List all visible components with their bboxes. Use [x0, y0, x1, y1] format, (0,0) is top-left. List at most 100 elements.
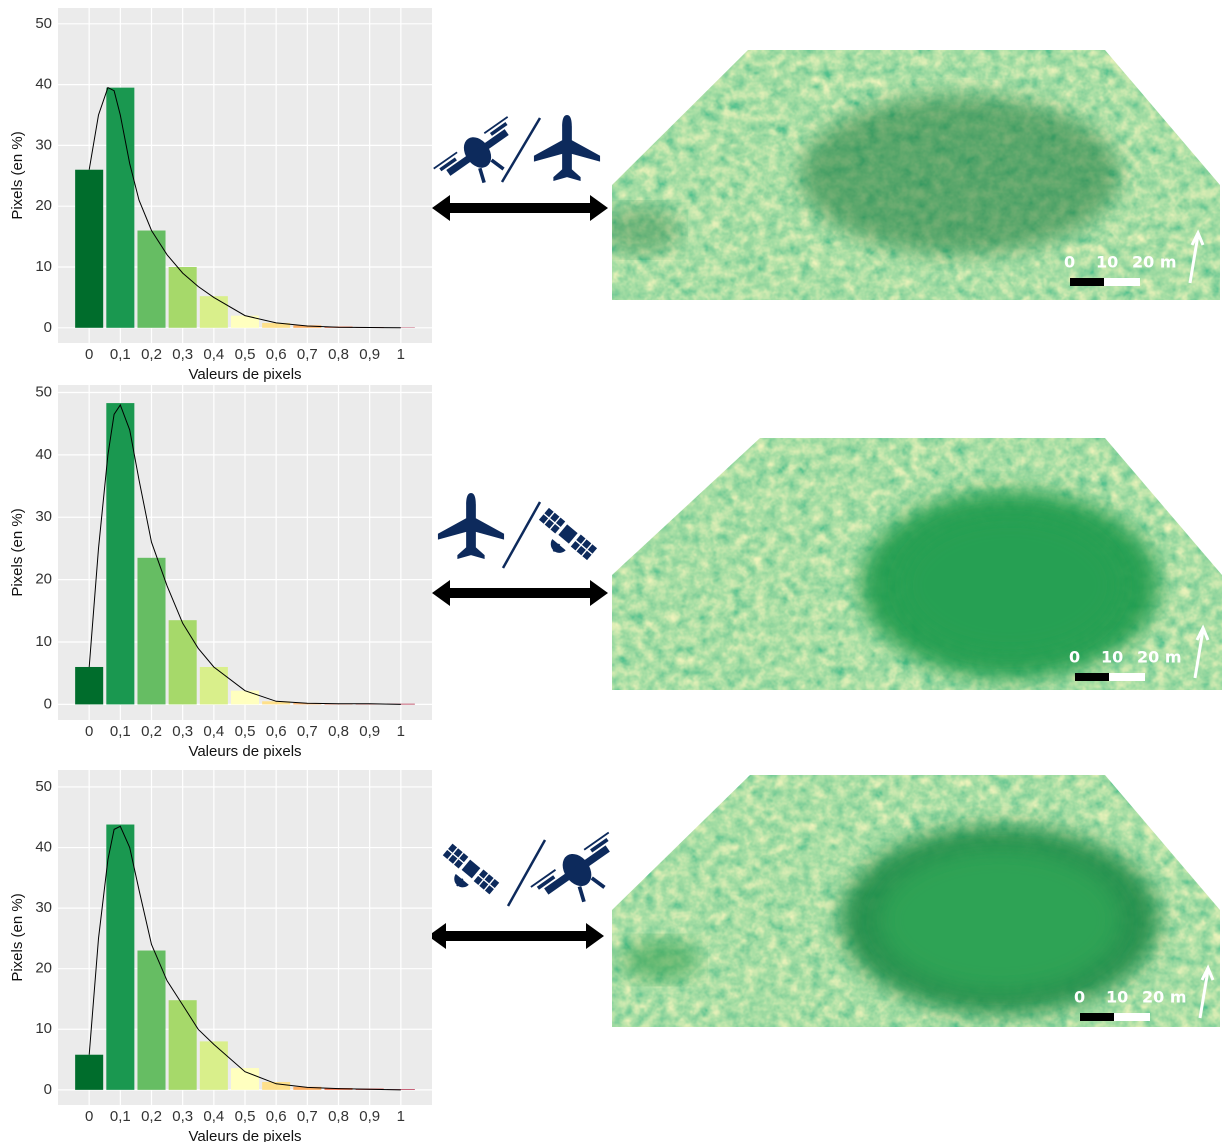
chart: 0 10 20 30 40 50 0 0,1 0,2 0,3 0,4 0,5 0,6 0,7 0,8 0,9 1…: [9, 383, 432, 760]
y-tick-label: 20: [35, 960, 52, 977]
x-tick-label: 0,5: [235, 346, 256, 363]
scale-label: 20 m: [1142, 988, 1187, 1007]
sensor-icons: [428, 111, 627, 949]
density-curve: [88, 403, 401, 705]
x-tick-label: 0,3: [172, 723, 193, 740]
y-tick-label: 50: [35, 778, 52, 795]
x-tick-label: 0,1: [110, 346, 131, 363]
y-tick-label: 0: [44, 1081, 52, 1098]
density-curve: [88, 86, 401, 329]
bar: [168, 267, 197, 328]
bar: [230, 690, 260, 705]
y-tick-label: 10: [35, 1020, 52, 1037]
scale-bar-white: [1114, 1013, 1150, 1021]
scale-label: 20 m: [1132, 253, 1177, 272]
y-axis-title: Pixels (en %): [9, 893, 26, 981]
bar: [106, 824, 135, 1090]
x-tick-label: 1: [397, 723, 405, 740]
x-tick-label: 0,4: [203, 1108, 224, 1125]
bar: [262, 322, 291, 328]
bar: [106, 87, 135, 328]
map: [612, 775, 1220, 1027]
scale-label: 10: [1106, 988, 1128, 1007]
north-arrow: [1193, 624, 1210, 679]
x-tick-label: 0,7: [297, 346, 318, 363]
bar: [199, 1041, 228, 1090]
scale-bar-white: [1109, 673, 1145, 681]
x-tick-label: 0,9: [359, 346, 380, 363]
bar: [199, 666, 228, 705]
scale-bar-black: [1075, 673, 1109, 681]
scale-label: 0: [1074, 988, 1085, 1007]
bar: [230, 315, 260, 328]
chart: 0 10 20 30 40 50 0 0,1 0,2 0,3 0,4 0,5 0,6 0,7 0,8 0,9 1…: [9, 770, 432, 1142]
x-axis-title: Valeurs de pixels: [188, 1128, 301, 1142]
x-tick-label: 0,7: [297, 1108, 318, 1125]
x-axis-title: Valeurs de pixels: [188, 366, 301, 383]
bar: [199, 296, 228, 328]
scale-label: 10: [1096, 253, 1118, 272]
bar: [137, 950, 166, 1090]
x-tick-label: 0,8: [328, 723, 349, 740]
y-tick-label: 30: [35, 136, 52, 153]
bar: [75, 1054, 104, 1090]
bar: [137, 557, 166, 705]
x-tick-label: 1: [397, 346, 405, 363]
scale-label: 0: [1064, 253, 1075, 272]
x-tick-label: 0,4: [203, 723, 224, 740]
bar: [106, 403, 135, 705]
x-tick-label: 0,9: [359, 723, 380, 740]
y-tick-label: 30: [35, 508, 52, 525]
y-tick-label: 10: [35, 258, 52, 275]
density-curve: [88, 825, 401, 1091]
x-tick-label: 0,4: [203, 346, 224, 363]
north-arrow: [1188, 229, 1205, 284]
y-tick-label: 50: [35, 15, 52, 32]
bar: [262, 701, 291, 705]
map: [612, 50, 1220, 300]
scale-bar-black: [1070, 278, 1104, 286]
y-axis-title: Pixels (en %): [9, 508, 26, 596]
bar: [262, 1081, 291, 1090]
bar: [386, 1089, 415, 1090]
scale-bars: 0 10 20 m 0 10 20 m 0 10 20 m: [1064, 229, 1215, 1021]
x-tick-label: 0: [85, 723, 93, 740]
y-tick-label: 20: [35, 197, 52, 214]
bar: [230, 1068, 260, 1090]
y-tick-label: 0: [44, 319, 52, 336]
x-tick-label: 0,5: [235, 723, 256, 740]
y-tick-label: 20: [35, 571, 52, 588]
map: [612, 438, 1222, 690]
x-tick-label: 0,1: [110, 723, 131, 740]
x-tick-label: 0,2: [141, 723, 162, 740]
y-tick-label: 40: [35, 76, 52, 93]
y-tick-label: 40: [35, 446, 52, 463]
scale-bar-white: [1104, 278, 1140, 286]
x-tick-label: 0,2: [141, 346, 162, 363]
x-tick-label: 0,5: [235, 1108, 256, 1125]
y-tick-label: 50: [35, 383, 52, 400]
x-tick-label: 0,6: [266, 346, 287, 363]
y-axis-title: Pixels (en %): [9, 131, 26, 219]
x-tick-label: 0: [85, 346, 93, 363]
bar: [75, 169, 104, 328]
scale-label: 0: [1069, 648, 1080, 667]
scale-label: 20 m: [1137, 648, 1182, 667]
scale-label: 10: [1101, 648, 1123, 667]
x-tick-label: 0,2: [141, 1108, 162, 1125]
chart: 0 10 20 30 40 50 0 0,1 0,2 0,3 0,4 0,5 0,6 0,7 0,8 0,9 1…: [9, 8, 432, 383]
y-tick-label: 0: [44, 695, 52, 712]
x-tick-label: 0,6: [266, 723, 287, 740]
bar: [137, 230, 166, 328]
north-arrow: [1198, 964, 1215, 1019]
x-tick-label: 0,1: [110, 1108, 131, 1125]
bar: [293, 325, 322, 328]
x-tick-label: 0,3: [172, 1108, 193, 1125]
bar: [386, 703, 415, 705]
x-tick-label: 0,8: [328, 1108, 349, 1125]
x-tick-label: 0,7: [297, 723, 318, 740]
y-tick-label: 40: [35, 839, 52, 856]
bar: [293, 703, 322, 705]
